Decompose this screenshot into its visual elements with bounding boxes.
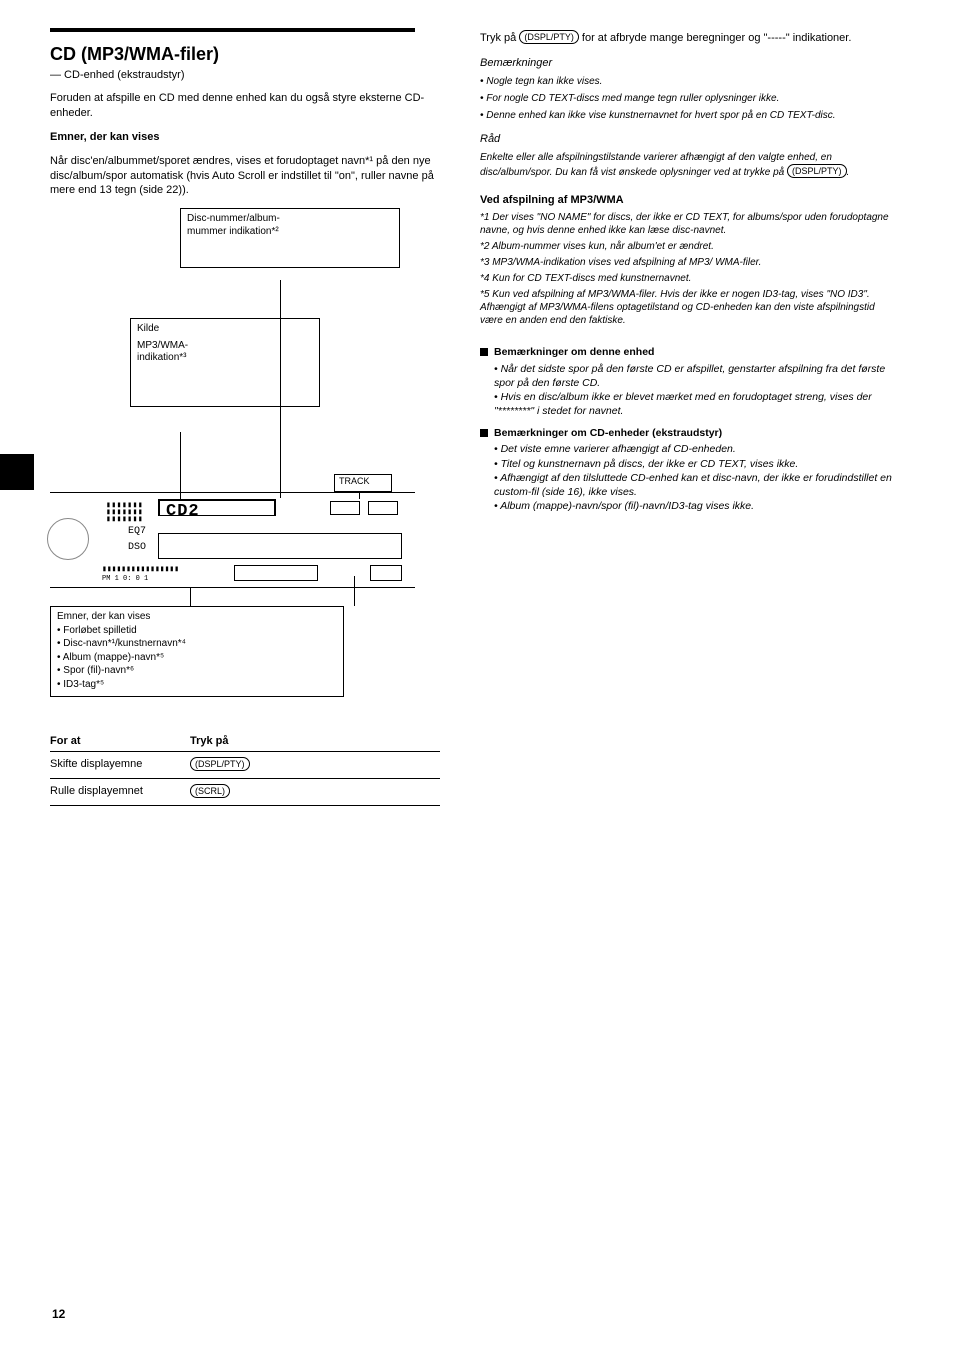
square-bullet-icon [480,429,488,437]
callout-disc-number: Disc-nummer/album- mummer indikation*² [180,208,400,268]
square-bullet-icon [480,348,488,356]
button-label-pill: (DSPL/PTY) [519,30,579,44]
table-col-header: Tryk på [190,734,440,749]
tip-text: Enkelte eller alle afspilningstilstande … [480,151,894,179]
text-run: Titel og kunstnernavn på discs, der ikke… [501,458,799,470]
callout-line: mummer indikation*² [187,226,393,239]
note-text: Denne enhed kan ikke vise kunstnernavnet… [486,110,835,121]
section-rule [50,28,415,32]
button-label-pill: (DSPL/PTY) [787,164,847,178]
jog-wheel-icon [47,518,89,560]
callout-line: Disc-nummer/album- [187,213,393,226]
table-cell: Rulle displayemnet [50,784,190,800]
displayable-heading: Emner, der kan vises [50,130,440,145]
note-item: • Nogle tegn kan ikke vises. [480,75,894,88]
note-text: Nogle tegn kan ikke vises. [486,76,602,87]
callout-display-items: Emner, der kan vises • Forløbet spilleti… [50,606,344,697]
right-intro: Tryk på (DSPL/PTY) for at afbryde mange … [480,30,894,46]
spectrum-bars: ▮▮▮▮▮▮▮▮▮▮▮▮▮▮▮▮▮▮▮▮▮ [106,501,143,522]
bullet-line: • Afhængigt af den tilsluttede CD-enhed … [494,471,894,499]
button-label-pill: (SCRL) [190,784,230,798]
table-row: Skifte displayemne (DSPL/PTY) [50,752,440,779]
section-title: CD (MP3/WMA-filer) [50,42,440,66]
lcd-dso-label: DSO [128,541,146,555]
lcd-track-box2 [368,501,398,515]
lcd-lower-button [234,565,318,581]
text-run: for at afbryde mange beregninger og "---… [579,32,852,44]
action-table: For at Tryk på Skifte displayemne (DSPL/… [50,734,440,806]
lcd-eq-label: EQ7 [128,525,146,539]
footnote: *4 Kun for CD TEXT-discs med kunstnernav… [480,272,894,285]
leader-line [190,588,191,606]
leader-line [180,432,181,500]
note-item: • For nogle CD TEXT-discs med mange tegn… [480,92,894,105]
callout-line: Emner, der kan vises [57,611,337,624]
text-run: Album (mappe)-navn/spor (fil)-navn/ID3-t… [500,500,754,512]
text-run: Det viste emne varierer afhængigt af CD-… [501,443,736,455]
intro-para: Foruden at afspille en CD med denne enhe… [50,91,440,121]
callout-line: MP3/WMA- [137,340,313,353]
lcd-source-text: CD2 [166,501,200,524]
text-run: Tryk på [480,32,519,44]
button-label-pill: (DSPL/PTY) [190,757,250,771]
lcd-diagram: Disc-nummer/album- mummer indikation*² K… [50,208,415,608]
footnote: *5 Kun ved afspilning af MP3/WMA-filer. … [480,288,894,327]
section-subtitle: — CD-enhed (ekstraudstyr) [50,68,440,83]
note-item: • Denne enhed kan ikke vise kunstnernavn… [480,109,894,122]
bullet-body: Bemærkninger om CD-enheder (ekstraudstyr… [494,426,894,513]
bullet-line: • Titel og kunstnernavn på discs, der ik… [494,457,894,471]
lcd-lower-row [158,533,402,559]
tip-heading: Råd [480,132,894,147]
left-column: CD (MP3/WMA-filer) — CD-enhed (ekstrauds… [50,28,440,806]
bullet-title: Bemærkninger om CD-enheder (ekstraudstyr… [494,426,894,440]
bullet-line: • Album (mappe)-navn/spor (fil)-navn/ID3… [494,499,894,513]
page-number: 12 [52,1306,65,1322]
lcd-lower-button2 [370,565,402,581]
table-col-header: For at [50,734,190,749]
square-bullet-block: Bemærkninger om CD-enheder (ekstraudstyr… [480,426,894,513]
text-run: Afhængigt af den tilsluttede CD-enhed ka… [494,472,892,498]
callout-line: indikation*³ [137,352,313,365]
text-run: Enkelte eller alle afspilningstilstande … [480,152,832,178]
table-cell: (DSPL/PTY) [190,757,440,773]
footnote: *2 Album-nummer vises kun, når album'et … [480,240,894,253]
callout-line: • ID3-tag*⁵ [57,679,337,692]
text-run: Når det sidste spor på den første CD er … [494,363,885,389]
note-text: For nogle CD TEXT-discs med mange tegn r… [486,93,779,104]
table-row: Rulle displayemnet (SCRL) [50,779,440,806]
callout-line: • Album (mappe)-navn*⁵ [57,652,337,665]
square-bullet-block: Bemærkninger om denne enhed • Når det si… [480,345,894,418]
lcd-track-box [330,501,360,515]
callout-line: • Forløbet spilletid [57,625,337,638]
spectrum-bars-bottom: ▮▮▮▮▮▮▮▮▮▮▮▮▮▮▮▮ [102,565,179,572]
table-cell: (SCRL) [190,784,440,800]
bullet-title: Bemærkninger om denne enhed [494,345,894,359]
text-run: . [847,167,850,178]
bullet-body: Bemærkninger om denne enhed • Når det si… [494,345,894,418]
bullet-line: • Hvis en disc/album ikke er blevet mærk… [494,390,894,418]
notes-heading: Bemærkninger [480,56,894,71]
callout-line: • Disc-navn*¹/kunstnernavn*⁴ [57,638,337,651]
leader-line [280,280,281,498]
table-header: For at Tryk på [50,734,440,752]
footnote: *3 MP3/WMA-indikation vises ved afspilni… [480,256,894,269]
footnotes-block: *1 Der vises "NO NAME" for discs, der ik… [480,211,894,327]
callout-source: Kilde MP3/WMA- indikation*³ [130,318,320,407]
footnote: *1 Der vises "NO NAME" for discs, der ik… [480,211,894,237]
callout-line: Kilde [137,323,313,336]
callout-line: • Spor (fil)-navn*⁶ [57,665,337,678]
displayable-text: Når disc'en/albummet/sporet ændres, vise… [50,154,440,199]
right-column: Tryk på (DSPL/PTY) for at afbryde mange … [480,28,894,806]
bullet-line: • Når det sidste spor på den første CD e… [494,362,894,390]
lcd-clock: PM 1 0: 0 1 [102,575,148,584]
page-side-tab [0,454,34,490]
device-lcd: ▮▮▮▮▮▮▮▮▮▮▮▮▮▮▮▮▮▮▮▮▮ CD2 EQ7 DSO ▮▮▮▮▮▮… [50,492,415,588]
table-cell: Skifte displayemne [50,757,190,773]
mp3-heading: Ved afspilning af MP3/WMA [480,193,894,208]
text-run: Hvis en disc/album ikke er blevet mærket… [494,391,872,417]
callout-track-label: TRACK [334,474,392,492]
bullet-line: • Det viste emne varierer afhængigt af C… [494,442,894,456]
